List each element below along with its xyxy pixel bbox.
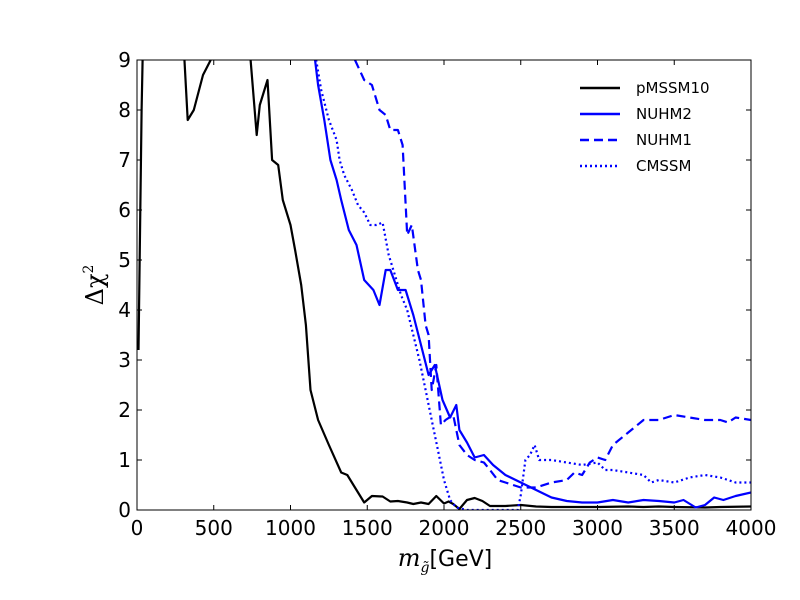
- x-axis-label-main: m: [398, 544, 421, 572]
- x-axis-label-sub: g̃: [420, 560, 429, 576]
- y-tick-label: 8: [118, 98, 131, 122]
- x-tick-label: 2500: [495, 516, 546, 540]
- series-line-pmssm10: [137, 60, 751, 510]
- x-tick-label: 0: [131, 516, 144, 540]
- y-tick-label: 0: [118, 498, 131, 522]
- y-axis-label-main: Δχ: [81, 273, 109, 305]
- y-axis-label: Δχ2: [81, 265, 109, 306]
- x-axis-label-unit: [GeV]: [429, 547, 492, 572]
- x-tick-label: 1500: [342, 516, 393, 540]
- x-tick-label: 2000: [419, 516, 470, 540]
- plot-background: [137, 60, 751, 510]
- series-line-cmssm: [315, 60, 751, 510]
- y-tick-label: 6: [118, 198, 131, 222]
- x-tick-label: 4000: [726, 516, 777, 540]
- x-tick-label: 1000: [265, 516, 316, 540]
- series-line-nuhm2: [313, 60, 751, 509]
- legend-label-cmssm: CMSSM: [636, 157, 691, 175]
- y-tick-label: 2: [118, 398, 131, 422]
- x-axis-label: mg̃[GeV]: [398, 544, 493, 576]
- y-tick-label: 3: [118, 348, 131, 372]
- legend-label-nuhm2: NUHM2: [636, 105, 692, 123]
- y-tick-label: 1: [118, 448, 131, 472]
- x-tick-label: 3500: [649, 516, 700, 540]
- y-axis-label-sup: 2: [81, 265, 97, 274]
- x-tick-label: 500: [195, 516, 233, 540]
- series-layer: [137, 60, 751, 510]
- y-tick-label: 4: [118, 298, 131, 322]
- y-tick-label: 9: [118, 48, 131, 72]
- legend: pMSSM10 NUHM2 NUHM1 CMSSM: [580, 79, 710, 175]
- legend-label-pmssm10: pMSSM10: [636, 79, 710, 97]
- x-tick-label: 3000: [572, 516, 623, 540]
- ticks-layer: 0 500 1000 1500 2000 2500 3000 3500 4000 0 1 2 3 4 5 6 7…: [118, 48, 776, 540]
- legend-label-nuhm1: NUHM1: [636, 131, 692, 149]
- y-tick-label: 7: [118, 148, 131, 172]
- y-tick-label: 5: [118, 248, 131, 272]
